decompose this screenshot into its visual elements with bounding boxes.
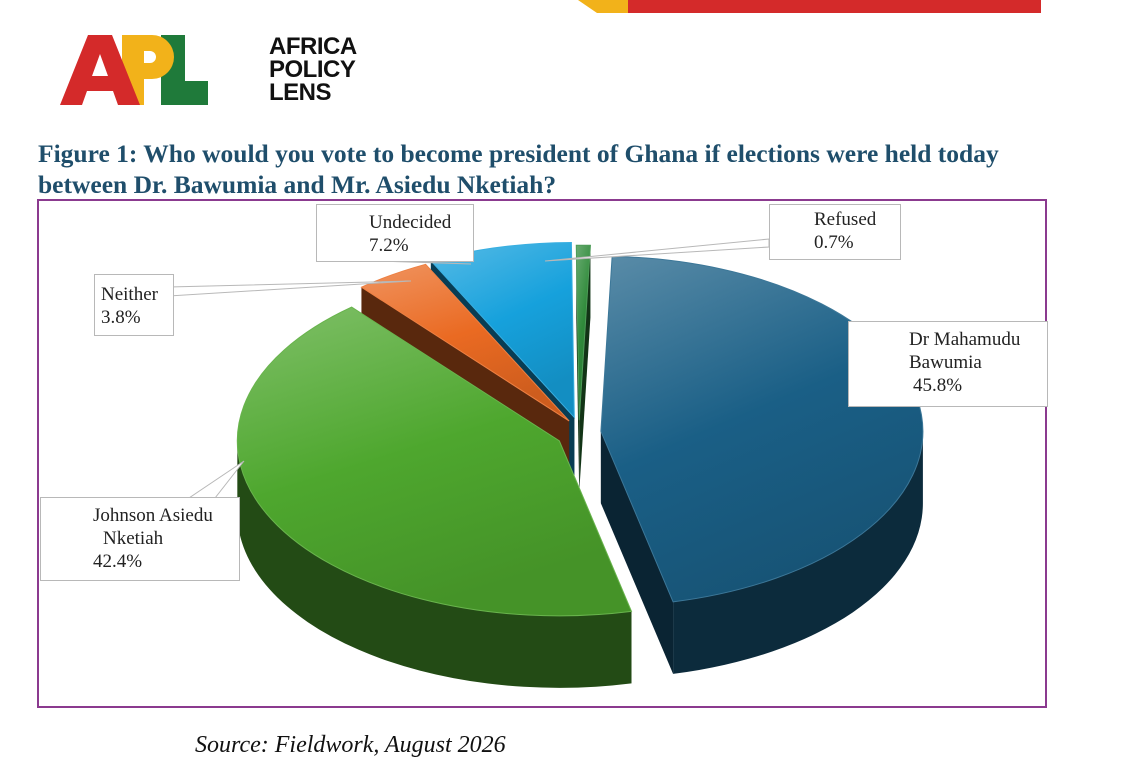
- callout-label-refused: Refused: [814, 209, 877, 230]
- apl-logo-mark: A P L: [60, 35, 208, 107]
- logo-letter-l: L: [183, 105, 184, 107]
- callout-value-refused: 0.7%: [814, 232, 854, 253]
- slice-wall-dr-mahamudu-bawumia-1: [600, 431, 674, 674]
- slice-refused: [575, 244, 591, 421]
- callout-refused: Refused 0.7%: [769, 204, 901, 260]
- logo-word-lens: LENS: [269, 79, 332, 106]
- callout-neither: Neither 3.8%: [94, 274, 174, 336]
- callout-value-dr-mahamudu-bawumia: 45.8%: [913, 375, 963, 396]
- logo-letter-p: P: [143, 105, 144, 107]
- slice-side-dr-mahamudu-bawumia: [673, 431, 923, 674]
- africa-policy-lens-logo: A P L AFRICA POLICY LENS: [58, 30, 357, 110]
- slice-neither: [360, 263, 570, 422]
- callout-value-neither: 3.8%: [101, 307, 141, 328]
- slice-dr-mahamudu-bawumia: [600, 255, 924, 603]
- pie-chart: [168, 238, 924, 688]
- slice-johnson-asiedu-nketiah: [236, 306, 633, 617]
- top-accent-bar: [578, 0, 1041, 13]
- callout-value-johnson-asiedu-nketiah: 42.4%: [93, 551, 143, 572]
- logo-letter-a: A: [100, 104, 101, 107]
- callout-label-neither: Neither: [101, 284, 158, 305]
- top-bar-yellow-segment: [578, 0, 640, 13]
- callout-label-dr-mahamudu-bawumia: Dr Mahamudu: [909, 329, 1021, 350]
- slice-side-johnson-asiedu-nketiah: [237, 440, 632, 688]
- callout-pointer-johnson-asiedu-nketiah: [187, 460, 245, 499]
- callout-dr-mahamudu-bawumia: Dr Mahamudu Bawumia 45.8%: [848, 321, 1048, 407]
- callout-johnson-asiedu-nketiah: Johnson Asiedu Nketiah 42.4%: [40, 497, 240, 581]
- callout-label-johnson-asiedu-nketiah: Johnson Asiedu: [93, 505, 213, 526]
- logo-word-policy: POLICY: [269, 56, 356, 83]
- callout-label-johnson-asiedu-nketiah: Nketiah: [103, 528, 164, 549]
- slice-wall-refused-1: [579, 245, 591, 493]
- figure-title: Figure 1: Who would you vote to become p…: [38, 139, 999, 199]
- logo-word-africa: AFRICA: [269, 33, 357, 60]
- chart-frame: Dr Mahamudu Bawumia 45.8% Johnson Asiedu Nke…: [37, 199, 1048, 708]
- top-bar-red-segment: [628, 0, 1041, 13]
- callout-undecided: Undecided 7.2%: [316, 204, 474, 262]
- callout-label-dr-mahamudu-bawumia: Bawumia: [909, 352, 982, 373]
- callout-value-undecided: 7.2%: [369, 235, 409, 256]
- callout-label-undecided: Undecided: [369, 212, 452, 233]
- source-note: Source: Fieldwork, August 2026: [195, 732, 506, 758]
